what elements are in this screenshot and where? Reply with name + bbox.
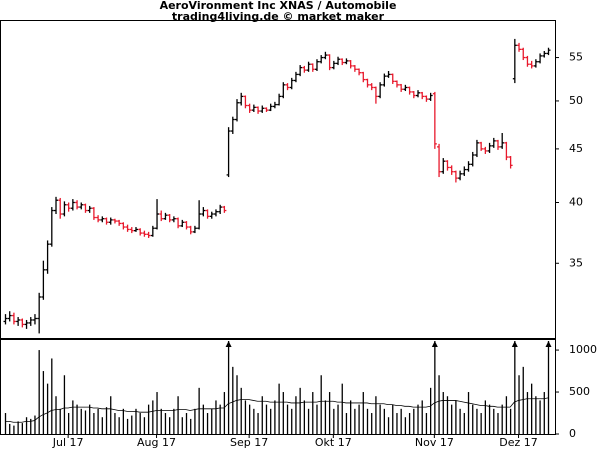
overflow-arrow [545,341,552,347]
x-tick-label: Aug 17 [137,436,176,449]
y-tick-label: 35 [569,256,583,269]
overflow-arrow [431,341,438,347]
overflow-arrow [511,341,518,347]
chart-title: AeroVironment Inc XNAS / Automobile [160,0,397,12]
y-tick-label: 500 [569,385,590,398]
y-tick-label: 50 [569,94,583,107]
x-tick-label: Sep 17 [230,436,268,449]
volume-panel [0,339,556,435]
y-tick-label: 1000 [569,343,597,356]
y-tick-label: 0 [569,427,576,440]
price-panel [0,20,556,339]
overflow-arrow [225,341,232,347]
x-tick-label: Okt 17 [315,436,352,449]
volume-average [5,397,549,423]
x-tick-label: Nov 17 [415,436,454,449]
x-tick-label: Jul 17 [52,436,84,449]
y-tick-label: 40 [569,195,583,208]
y-tick-label: 45 [569,142,583,155]
chart-subtitle: trading4living.de © market maker [172,10,385,23]
y-tick-label: 55 [569,51,583,64]
x-tick-label: Dez 17 [499,436,538,449]
